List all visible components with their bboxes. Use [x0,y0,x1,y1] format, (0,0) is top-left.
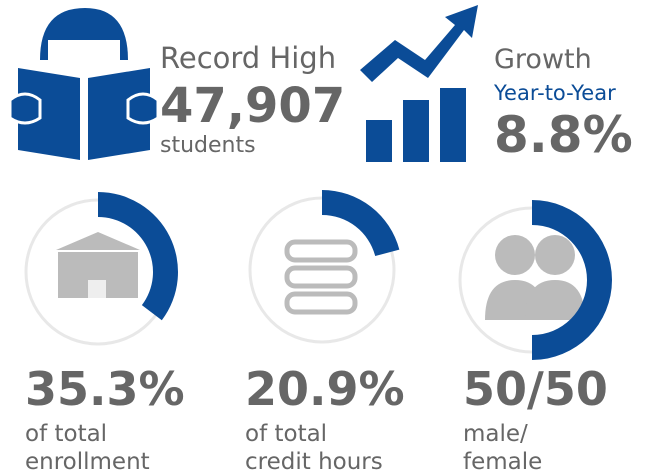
stat-caption: male/ [463,421,528,447]
figure: 47,907 [160,78,345,134]
stat-label: 50/50 [463,362,608,416]
stat-caption: female [463,449,542,473]
stat-caption: credit hours [245,449,383,473]
unit: students [160,133,256,158]
stat-label: 20.9% [245,362,405,416]
books-icon [284,239,358,315]
stat-caption: enrollment [25,449,150,473]
ring-arc [322,190,400,256]
subheading: Year-to-Year [493,81,616,105]
stat-caption: of total [245,421,327,447]
growth-icon [360,5,478,162]
heading: Record High [160,41,336,75]
building-icon [56,232,140,298]
ring-arc [532,200,612,360]
people-icon [485,235,585,320]
heading: Growth [494,44,592,75]
figure: 8.8% [494,106,633,164]
stat-caption: of total [25,421,107,447]
ring-arc [98,192,179,321]
stat-label: 35.3% [25,362,185,416]
reader-icon [8,8,160,160]
